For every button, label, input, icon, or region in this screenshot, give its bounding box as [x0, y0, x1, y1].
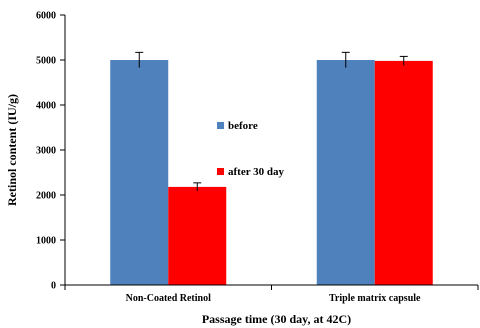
legend: before after 30 day	[217, 120, 285, 178]
bar-before	[316, 60, 375, 285]
bar-after-30-day	[168, 186, 227, 285]
y-tick-label: 2000	[36, 191, 56, 202]
y-ticks-group: 0 1000 2000 3000 4000 5000 6000	[36, 11, 65, 292]
category-label: Non-Coated Retinol	[126, 293, 211, 304]
bar-before	[110, 60, 169, 285]
error-bars-group	[135, 51, 408, 191]
x-axis-title: Passage time (30 day, at 42C)	[202, 312, 351, 326]
bars-group	[110, 60, 433, 286]
category-labels-group: Non-Coated Retinol Triple matrix capsule	[126, 293, 421, 304]
y-tick-label: 4000	[36, 101, 56, 112]
y-tick-label: 0	[51, 281, 56, 292]
x-ticks-group	[64, 285, 479, 290]
legend-swatch	[217, 168, 224, 175]
legend-swatch	[217, 122, 224, 129]
bar-after-30-day	[374, 60, 433, 286]
y-tick-label: 6000	[36, 11, 56, 22]
category-label: Triple matrix capsule	[329, 293, 421, 304]
legend-label: after 30 day	[228, 166, 285, 178]
legend-label: before	[228, 120, 258, 132]
y-tick-label: 5000	[36, 56, 56, 67]
y-axis-title: Retinol content (IU/g)	[5, 94, 19, 206]
y-tick-label: 1000	[36, 236, 56, 247]
y-tick-label: 3000	[36, 146, 56, 157]
